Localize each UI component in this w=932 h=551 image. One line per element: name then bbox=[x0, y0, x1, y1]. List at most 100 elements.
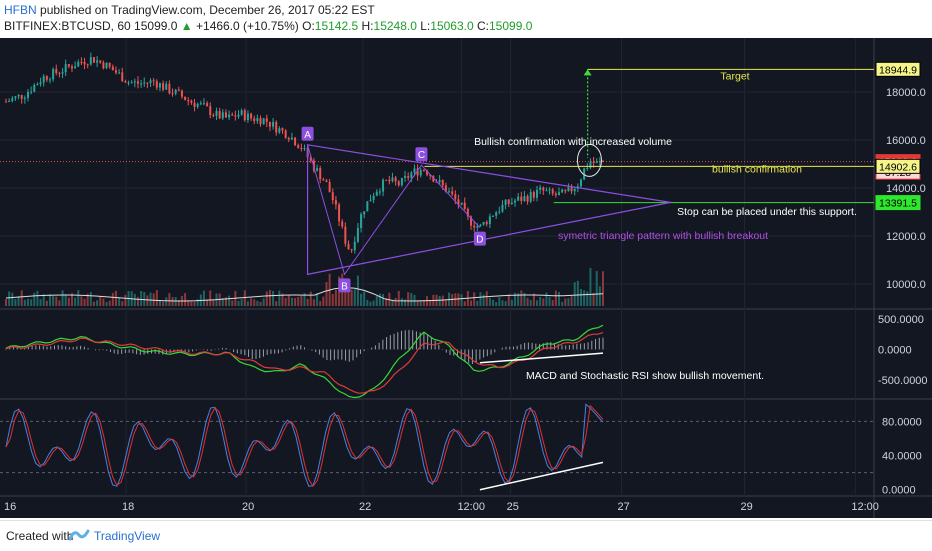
close-label: C: bbox=[477, 19, 489, 33]
candle-body bbox=[539, 187, 542, 190]
candle-body bbox=[366, 201, 369, 212]
volume-bar bbox=[297, 297, 300, 306]
candle-body bbox=[382, 179, 385, 192]
volume-bar bbox=[86, 293, 89, 306]
volume-bar bbox=[206, 299, 209, 306]
volume-bar bbox=[476, 300, 479, 306]
candle-body bbox=[33, 84, 36, 92]
candle-body bbox=[118, 72, 121, 74]
volume-bar bbox=[602, 271, 604, 306]
volume-bar bbox=[193, 301, 196, 306]
volume-bar bbox=[105, 301, 108, 306]
candle-body bbox=[341, 221, 344, 227]
stoch-d-line bbox=[5, 404, 604, 487]
candle-body bbox=[272, 121, 275, 127]
tradingview-link[interactable]: TradingView bbox=[94, 529, 161, 543]
macd-panel bbox=[5, 324, 604, 399]
symbol-line: BITFINEX:BTCUSD, 60 15099.0 ▲ +1466.0 (+… bbox=[4, 19, 532, 33]
price-tag bbox=[875, 61, 921, 77]
volume-bar bbox=[281, 293, 284, 306]
candle-body bbox=[353, 241, 356, 251]
pattern-point-label: D bbox=[476, 235, 483, 246]
volume-bar bbox=[287, 295, 290, 306]
candle-body bbox=[39, 82, 42, 85]
volume-bar bbox=[250, 298, 253, 306]
x-tick-label: 22 bbox=[359, 501, 371, 513]
candle-body bbox=[86, 64, 89, 66]
volume-bar bbox=[158, 299, 161, 306]
candle-body bbox=[127, 82, 130, 84]
candle-body bbox=[215, 110, 218, 116]
candle-body bbox=[372, 195, 375, 200]
volume-bar bbox=[278, 290, 281, 306]
author-link[interactable]: HFBN bbox=[4, 3, 37, 17]
candle-body bbox=[526, 195, 529, 202]
volume-bar bbox=[259, 301, 262, 306]
candle-body bbox=[413, 168, 416, 173]
chart-annotation: Stop can be placed under this support. bbox=[677, 206, 857, 218]
candle-body bbox=[473, 225, 476, 228]
volume-bar bbox=[363, 291, 366, 306]
stoch-divergence-line bbox=[479, 461, 604, 491]
volume-bar bbox=[42, 294, 45, 306]
candle-body bbox=[338, 204, 341, 222]
candle-body bbox=[80, 61, 83, 63]
volume-bar bbox=[325, 282, 328, 306]
price-tag-label: 18944.9 bbox=[879, 64, 917, 76]
candle-body bbox=[520, 196, 523, 201]
up-arrow-icon: ▲ bbox=[180, 19, 193, 33]
low-label: L: bbox=[420, 19, 431, 33]
volume-bar bbox=[322, 296, 325, 306]
candle-body bbox=[111, 66, 114, 71]
abcd-pattern-line bbox=[307, 144, 481, 276]
candle-body bbox=[498, 211, 501, 213]
tradingview-logo-icon[interactable] bbox=[68, 525, 90, 545]
high-value: 15248.0 bbox=[373, 19, 417, 33]
candle-body bbox=[133, 81, 136, 83]
candle-body bbox=[514, 200, 517, 203]
candle-body bbox=[592, 162, 595, 164]
candle-body bbox=[74, 66, 77, 69]
annotations: A B C D Target Bullish confirmation with incr… bbox=[0, 68, 874, 491]
macd-divergence-line bbox=[479, 352, 604, 364]
volume-bar bbox=[162, 301, 165, 306]
candle-body bbox=[149, 80, 152, 84]
volume-bar bbox=[121, 301, 124, 306]
volume-bar bbox=[539, 296, 542, 306]
candle-body bbox=[206, 103, 209, 107]
volume-bar bbox=[237, 300, 240, 306]
candle-body bbox=[567, 187, 570, 192]
publish-line: HFBN published on TradingView.com, Decem… bbox=[4, 3, 375, 17]
candle-body bbox=[416, 168, 419, 176]
chart-area[interactable]: 16 18 20 22 12:00 25 27 29 12:00 18000.0 16000.0 14… bbox=[0, 38, 932, 518]
volume-bar bbox=[482, 294, 485, 306]
volume-bar bbox=[36, 290, 39, 306]
candle-body bbox=[404, 176, 407, 178]
candle-body bbox=[429, 174, 432, 176]
price-tag bbox=[875, 158, 921, 174]
stoch-tick-label: 0.0000 bbox=[882, 485, 916, 497]
volume-bar bbox=[422, 300, 425, 306]
volume-bar bbox=[118, 297, 121, 306]
volume-bar bbox=[89, 292, 92, 306]
volume-bar bbox=[146, 295, 149, 306]
volume-bar bbox=[268, 290, 271, 306]
close-value: 15099.0 bbox=[489, 19, 533, 33]
volume-bar bbox=[495, 301, 498, 306]
volume-bar bbox=[391, 299, 394, 306]
volume-bar bbox=[114, 290, 117, 306]
volume-bar bbox=[190, 301, 193, 306]
candle-body bbox=[281, 128, 284, 131]
candle-body bbox=[14, 96, 17, 99]
candle-body bbox=[184, 96, 187, 101]
volume-bar bbox=[155, 290, 158, 306]
x-tick-label: 18 bbox=[122, 501, 134, 513]
candle-body bbox=[378, 191, 381, 193]
volume-bar bbox=[444, 300, 447, 306]
candle-body bbox=[275, 121, 278, 133]
candle-body bbox=[237, 114, 240, 117]
candle-body bbox=[108, 62, 111, 67]
candle-body bbox=[492, 215, 495, 217]
candle-body bbox=[523, 195, 526, 201]
volume-bar bbox=[561, 301, 564, 306]
